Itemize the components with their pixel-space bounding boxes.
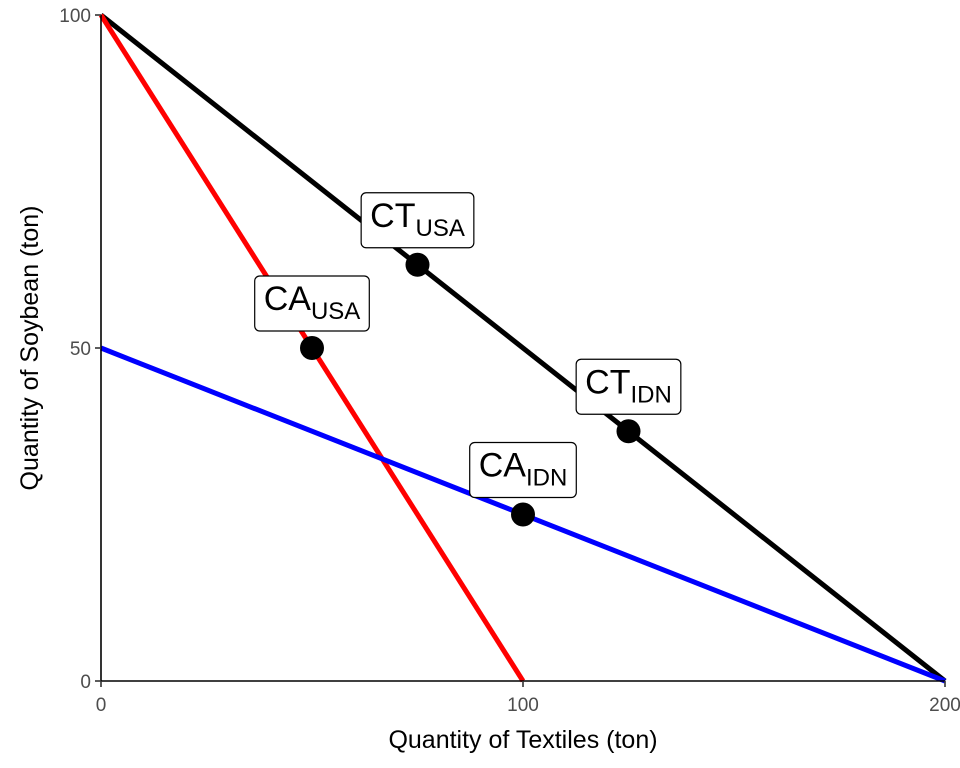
label-subscript: USA <box>415 215 464 242</box>
point-label-ct-usa: CTUSA <box>360 192 475 249</box>
y-axis-title: Quantity of Soybean (ton) <box>16 206 44 491</box>
point-marker-ct-idn <box>616 419 641 444</box>
label-subscript: IDN <box>526 465 567 492</box>
tick-layer: 0 100 200 0 50 100 <box>59 6 960 716</box>
label-box <box>360 192 475 249</box>
label-box <box>254 275 370 332</box>
label-box <box>575 358 682 415</box>
label-subscript: USA <box>311 298 360 325</box>
label-text: CAUSA <box>264 280 361 325</box>
series-layer <box>98 13 947 684</box>
label-main: CT <box>585 363 630 401</box>
x-tick-label: 100 <box>507 695 539 716</box>
label-text: CTIDN <box>585 363 672 408</box>
label-main: CT <box>370 197 415 235</box>
y-tick-label: 50 <box>70 339 91 360</box>
x-tick-label: 0 <box>96 695 107 716</box>
point-marker-ca-idn <box>511 502 535 527</box>
point-label-ca-idn: CAIDN <box>469 441 577 499</box>
x-axis-title: Quantity of Textiles (ton) <box>388 726 657 754</box>
point-layer <box>300 252 641 527</box>
label-main: CA <box>264 280 312 318</box>
label-box <box>469 441 577 499</box>
point-marker-ca-usa <box>300 336 324 360</box>
point-label-ct-idn: CTIDN <box>575 358 682 415</box>
point-label-ca-usa: CAUSA <box>254 275 370 332</box>
label-subscript: IDN <box>630 381 671 408</box>
y-tick-label: 100 <box>59 6 91 27</box>
x-tick-label: 200 <box>929 695 960 716</box>
label-main: CA <box>479 447 527 485</box>
label-text: CTUSA <box>370 197 465 242</box>
y-tick-label: 0 <box>80 672 91 693</box>
point-marker-ct-usa <box>405 252 430 277</box>
label-text: CAIDN <box>479 447 568 492</box>
series-line-0 <box>99 13 947 683</box>
